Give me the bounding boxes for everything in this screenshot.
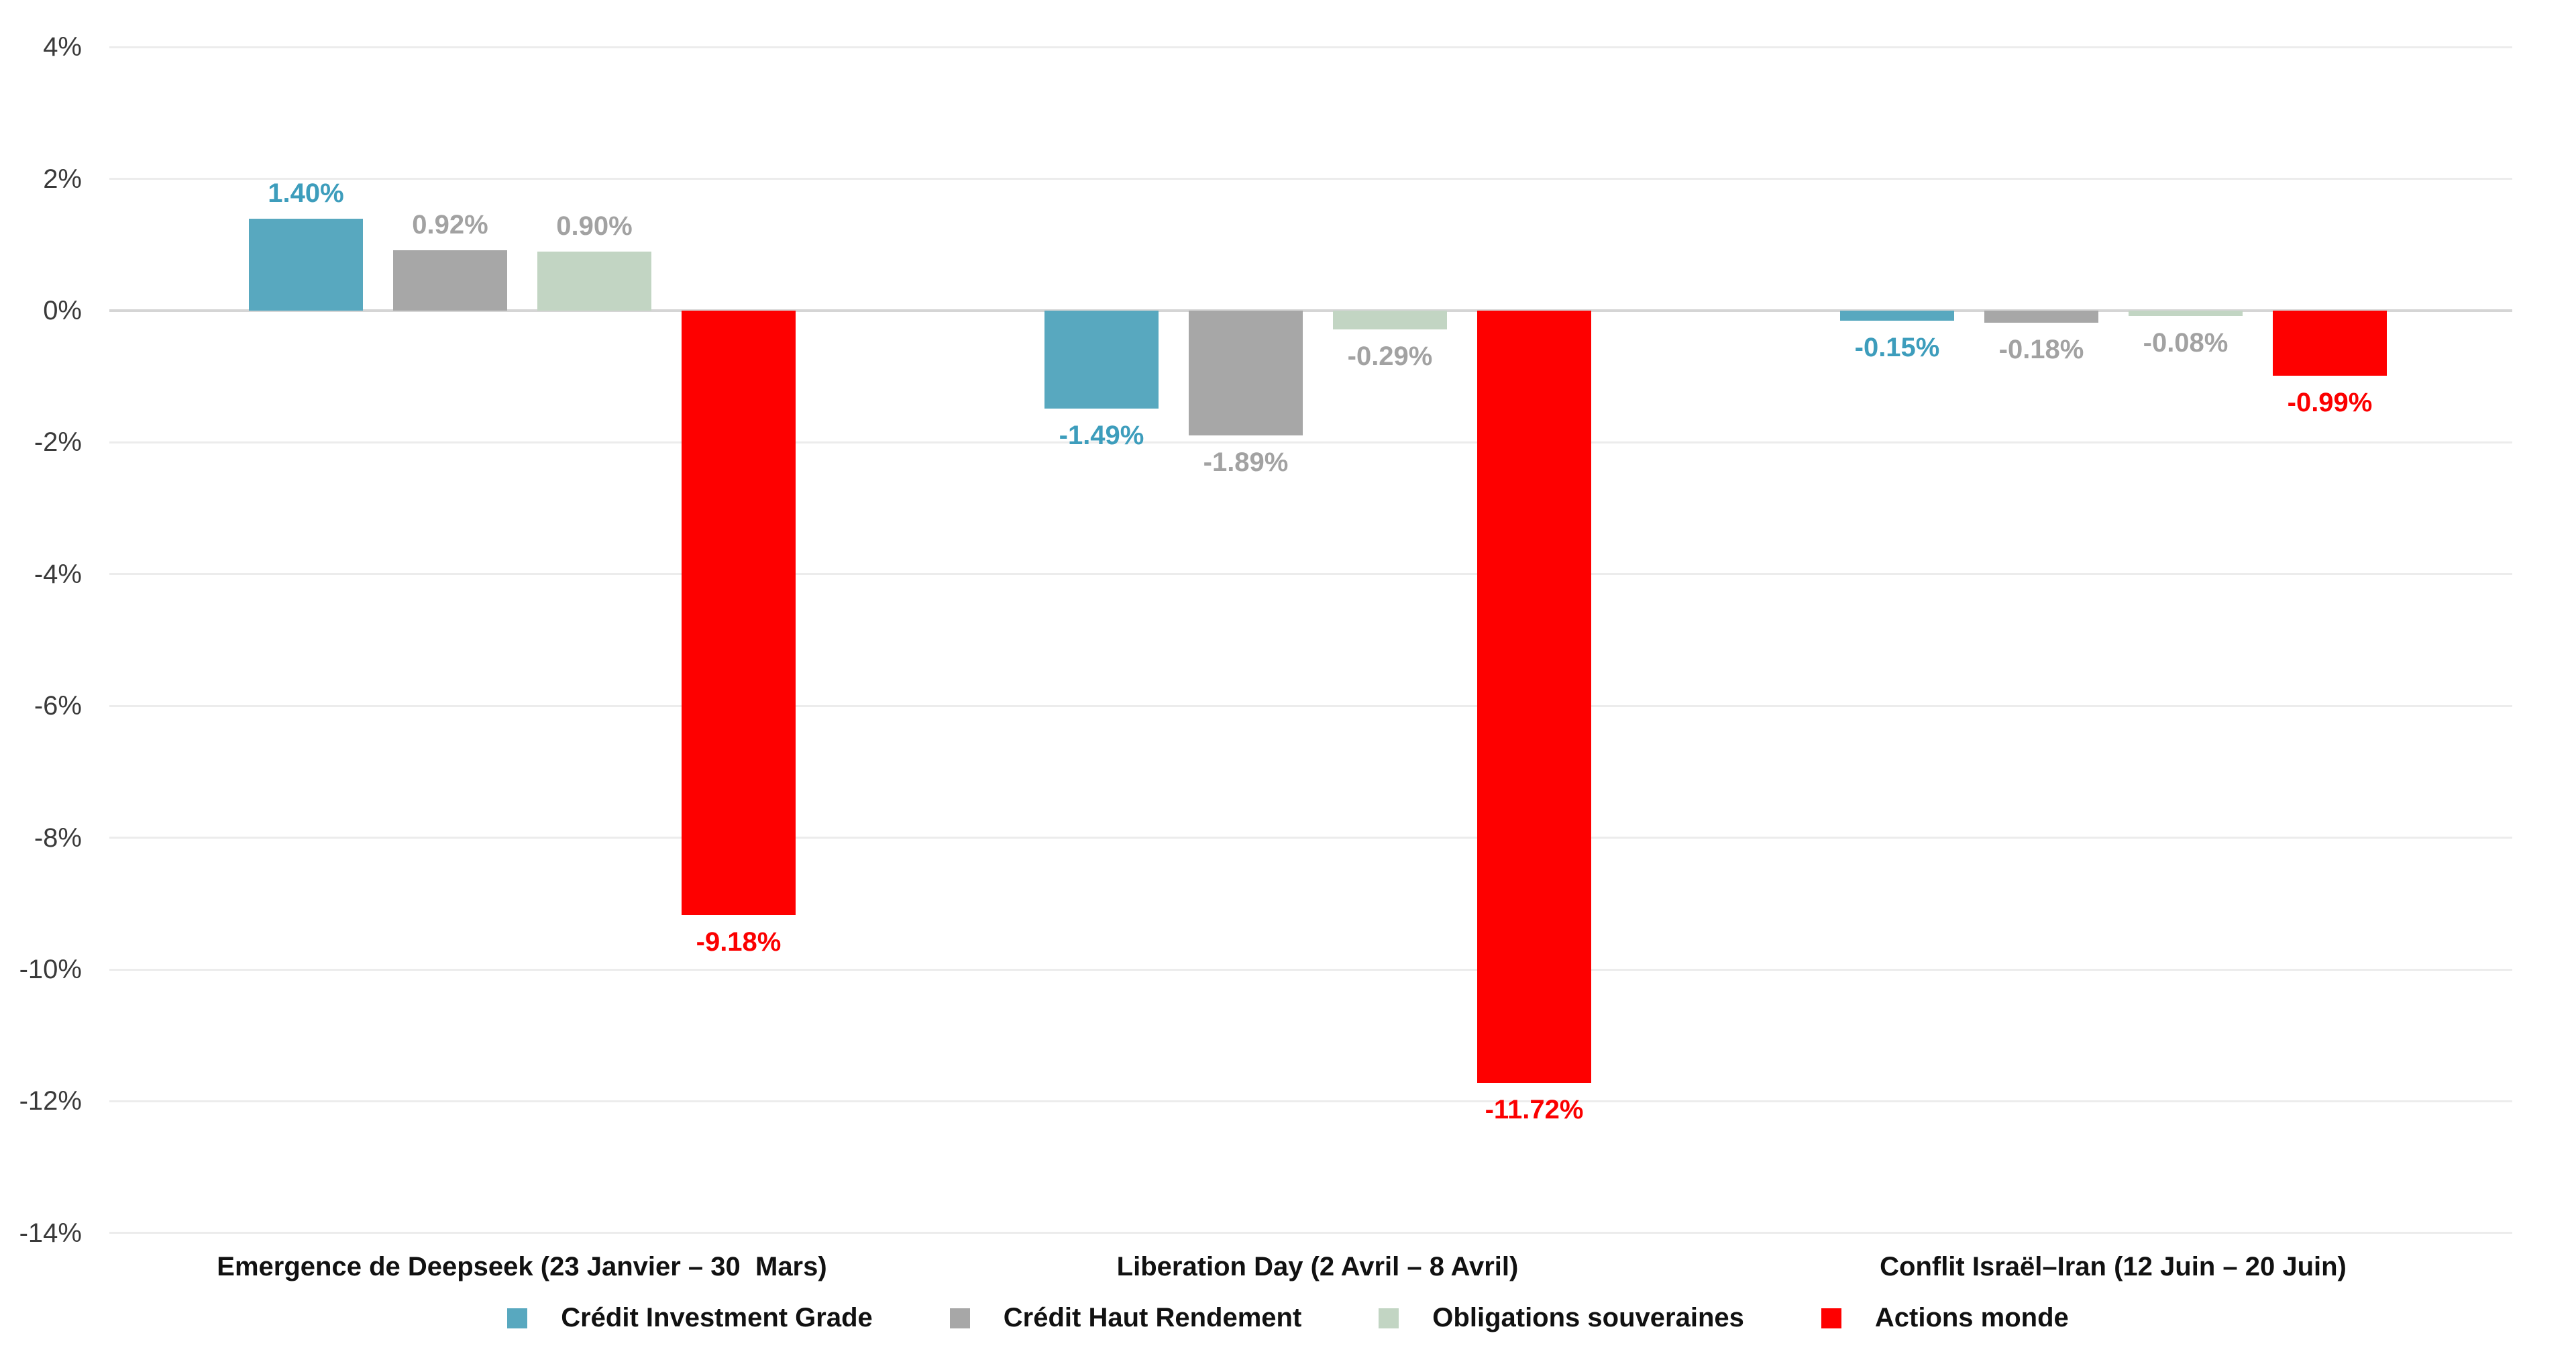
legend-item-credit-investment-grade: Crédit Investment Grade: [507, 1303, 873, 1333]
y-tick-label--2: -2%: [34, 427, 82, 457]
value-label-obligations-souveraines-0: 0.90%: [556, 211, 633, 241]
category-label-0: Emergence de Deepseek (23 Janvier – 30 M…: [217, 1252, 827, 1281]
y-tick-label--14: -14%: [19, 1218, 82, 1248]
value-label-credit-investment-grade-1: -1.49%: [1059, 421, 1144, 450]
bar-credit-haut-rendement-2: [1984, 311, 2098, 323]
gridline--6: [109, 705, 2512, 707]
value-label-credit-haut-rendement-0: 0.92%: [412, 210, 488, 240]
value-label-credit-investment-grade-0: 1.40%: [268, 178, 344, 208]
y-tick-label-4: 4%: [43, 32, 82, 62]
legend-label-obligations-souveraines: Obligations souveraines: [1432, 1303, 1744, 1332]
legend-marker-actions-monde: [1821, 1308, 1841, 1328]
gridline--12: [109, 1100, 2512, 1102]
bar-credit-investment-grade-1: [1044, 311, 1159, 409]
gridline--8: [109, 837, 2512, 839]
legend-label-actions-monde: Actions monde: [1874, 1303, 2069, 1332]
gridline--4: [109, 573, 2512, 575]
legend-label-credit-haut-rendement: Crédit Haut Rendement: [1003, 1303, 1302, 1332]
legend-item-obligations-souveraines: Obligations souveraines: [1379, 1303, 1744, 1333]
y-tick-label-0: 0%: [43, 296, 82, 325]
bar-credit-investment-grade-0: [249, 219, 363, 311]
bar-obligations-souveraines-2: [2129, 311, 2243, 316]
value-label-credit-haut-rendement-2: -0.18%: [1998, 335, 2084, 364]
y-tick-label--12: -12%: [19, 1086, 82, 1116]
value-label-obligations-souveraines-1: -0.29%: [1347, 341, 1433, 371]
bar-actions-monde-0: [682, 311, 796, 915]
legend-marker-credit-haut-rendement: [949, 1308, 970, 1328]
bar-actions-monde-2: [2273, 311, 2387, 376]
y-tick-label--8: -8%: [34, 823, 82, 853]
category-label-2: Conflit Israël–Iran (12 Juin – 20 Juin): [1880, 1252, 2347, 1281]
legend-item-actions-monde: Actions monde: [1821, 1303, 2069, 1333]
y-tick-label--4: -4%: [34, 560, 82, 589]
value-label-actions-monde-2: -0.99%: [2287, 388, 2373, 417]
y-tick-label-2: 2%: [43, 164, 82, 194]
legend-label-credit-investment-grade: Crédit Investment Grade: [561, 1303, 873, 1332]
legend-item-credit-haut-rendement: Crédit Haut Rendement: [949, 1303, 1302, 1333]
bar-credit-haut-rendement-1: [1189, 311, 1303, 435]
gridline-2: [109, 178, 2512, 180]
category-label-1: Liberation Day (2 Avril – 8 Avril): [1116, 1252, 1519, 1281]
value-label-actions-monde-0: -9.18%: [696, 927, 782, 957]
bar-obligations-souveraines-0: [537, 252, 651, 311]
bar-credit-investment-grade-2: [1840, 311, 1954, 321]
legend-marker-credit-investment-grade: [507, 1308, 528, 1328]
bar-obligations-souveraines-1: [1333, 311, 1447, 329]
gridline--10: [109, 969, 2512, 971]
value-label-actions-monde-1: -11.72%: [1485, 1095, 1584, 1124]
value-label-obligations-souveraines-2: -0.08%: [2143, 328, 2229, 358]
zero-gridline: [109, 309, 2512, 312]
gridline-4: [109, 46, 2512, 48]
bar-actions-monde-1: [1477, 311, 1591, 1083]
bar-credit-haut-rendement-0: [393, 250, 507, 311]
y-tick-label--10: -10%: [19, 955, 82, 984]
y-tick-label--6: -6%: [34, 691, 82, 721]
gridline--14: [109, 1232, 2512, 1234]
legend-marker-obligations-souveraines: [1379, 1308, 1399, 1328]
value-label-credit-investment-grade-2: -0.15%: [1854, 333, 1940, 362]
value-label-credit-haut-rendement-1: -1.89%: [1203, 448, 1289, 477]
gridline--2: [109, 441, 2512, 443]
legend: Crédit Investment Grade Crédit Haut Rende…: [0, 1303, 2576, 1333]
